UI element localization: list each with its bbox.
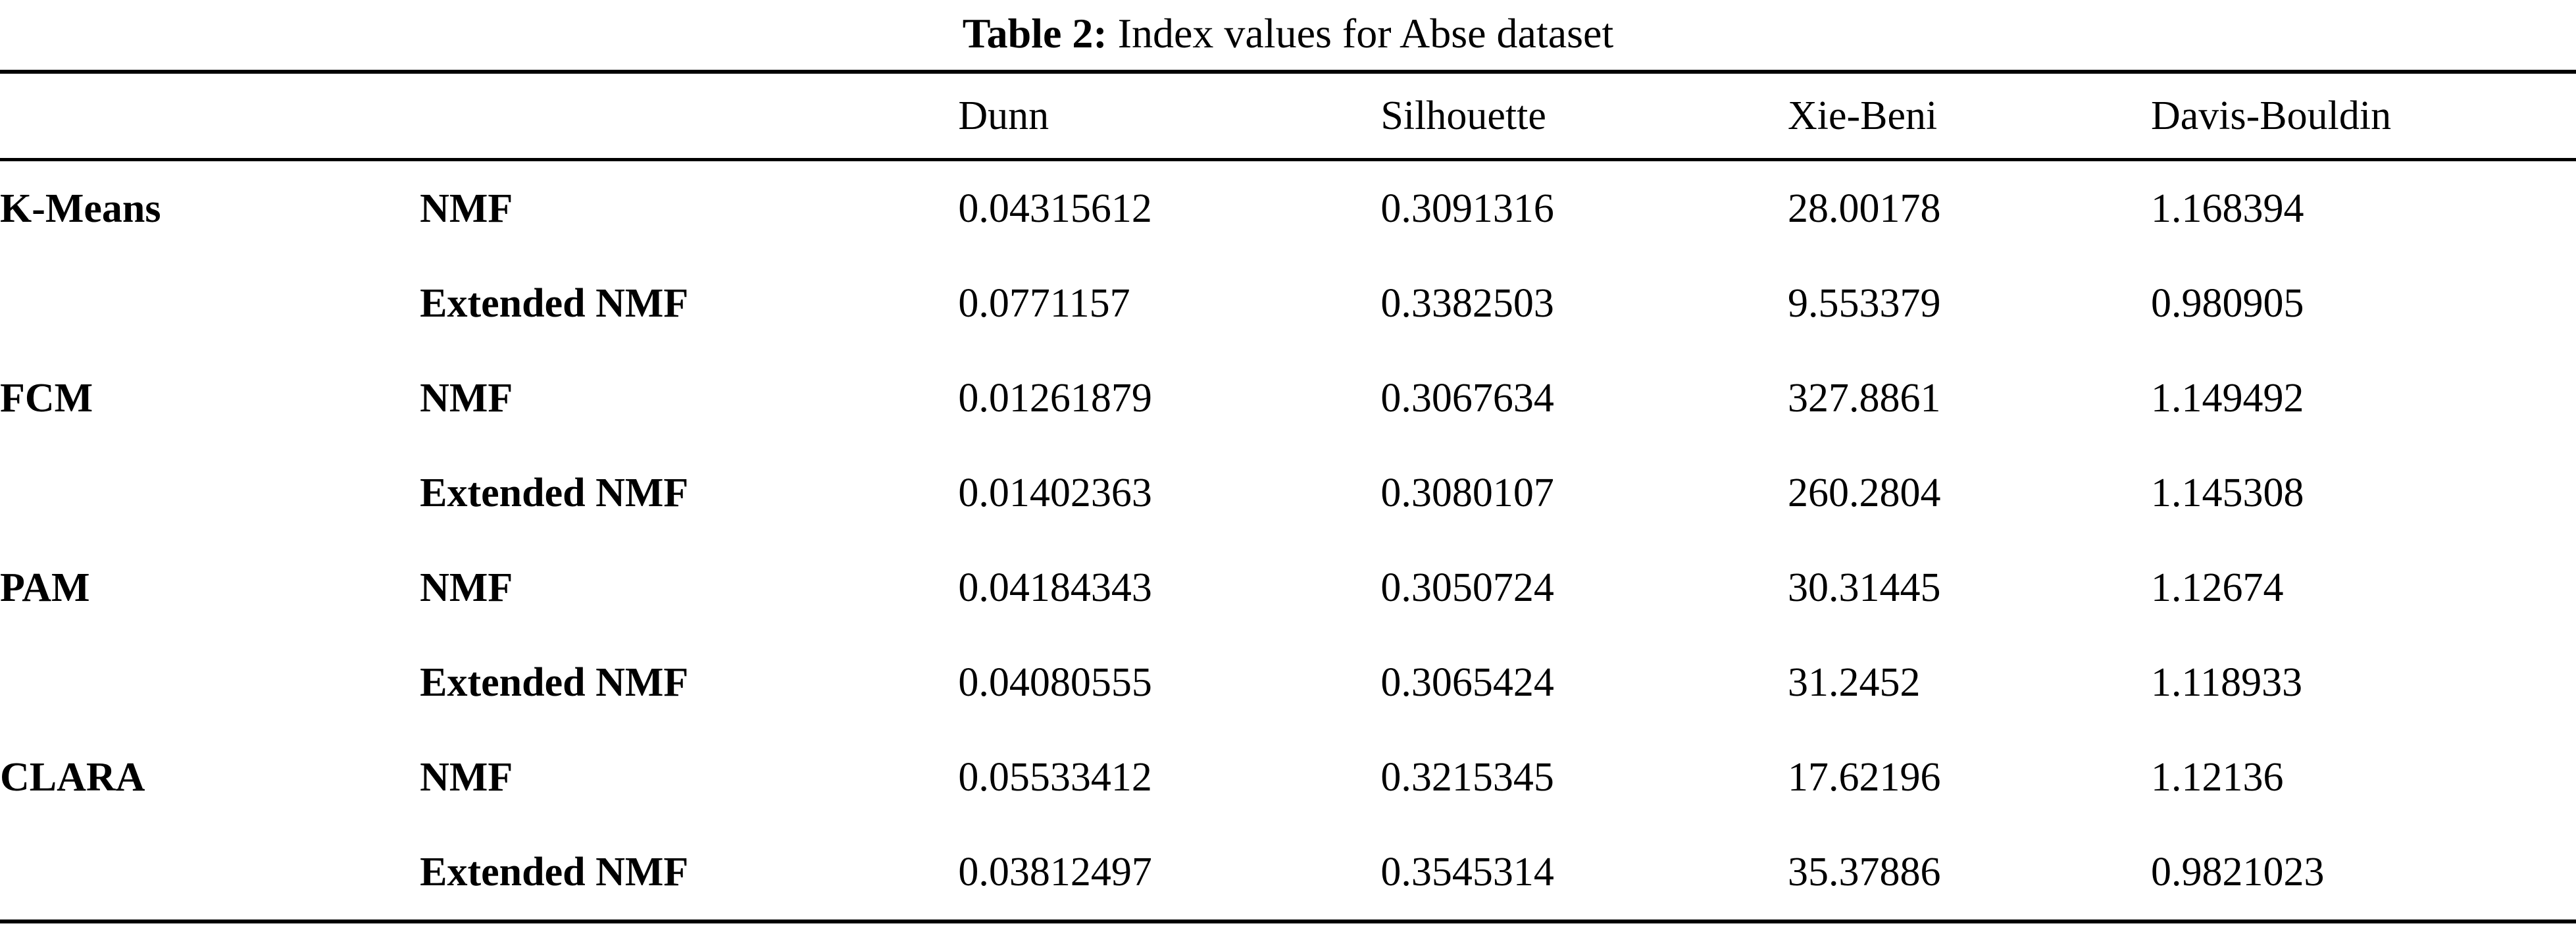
table-caption-text: Index values for Abse dataset [1107,10,1614,57]
cell-xie-beni: 9.553379 [1787,280,1941,326]
cell-silhouette: 0.3067634 [1380,375,1554,421]
table-row: CLARA NMF 0.05533412 0.3215345 17.62196 … [0,730,2576,825]
cell-dunn: 0.05533412 [958,754,1152,800]
cell-method: NMF [420,754,513,800]
cell-xie-beni: 35.37886 [1787,825,2151,923]
cell-group [0,446,420,540]
cell-xie-beni: 260.2804 [1787,470,1941,515]
table-header: Dunn Silhouette Xie-Beni Davis-Bouldin [0,70,2576,161]
cell-davis-bouldin: 1.145308 [2150,470,2304,515]
table-row: Extended NMF 0.04080555 0.3065424 31.245… [0,635,2576,730]
cell-group: K-Means [0,186,161,231]
cell-method: Extended NMF [420,280,689,326]
cell-group [0,635,420,730]
column-header-dunn: Dunn [958,70,1381,161]
table-row: FCM NMF 0.01261879 0.3067634 327.8861 1.… [0,351,2576,446]
header-empty-group [0,70,420,161]
cell-group [0,825,420,923]
header-row: Dunn Silhouette Xie-Beni Davis-Bouldin [0,70,2576,161]
cell-xie-beni: 17.62196 [1787,754,1941,800]
table-body: K-Means NMF 0.04315612 0.3091316 28.0017… [0,160,2576,923]
cell-dunn: 0.0771157 [958,280,1130,326]
cell-dunn: 0.04080555 [958,660,1152,705]
cell-xie-beni: 327.8861 [1787,375,1941,421]
cell-davis-bouldin: 1.12136 [2150,754,2284,800]
cell-dunn: 0.01261879 [958,375,1152,421]
cell-group: PAM [0,565,90,610]
cell-davis-bouldin: 1.168394 [2150,186,2304,231]
cell-method: NMF [420,186,513,231]
cell-davis-bouldin: 1.118933 [2150,660,2303,705]
cell-xie-beni: 28.00178 [1787,186,1941,231]
cell-silhouette: 0.3215345 [1380,754,1554,800]
cell-davis-bouldin: 1.12674 [2150,565,2284,610]
cell-method: Extended NMF [420,825,959,923]
cell-xie-beni: 30.31445 [1787,565,1941,610]
cell-davis-bouldin: 1.149492 [2150,375,2304,421]
table-caption-label: Table 2: [962,10,1107,57]
cell-xie-beni: 31.2452 [1787,660,1921,705]
cell-method: Extended NMF [420,470,689,515]
cell-silhouette: 0.3080107 [1380,470,1554,515]
cell-method: NMF [420,565,513,610]
column-header-silhouette: Silhouette [1380,70,1788,161]
header-empty-method [420,70,959,161]
cell-silhouette: 0.3545314 [1380,825,1788,923]
cell-group: FCM [0,375,93,421]
table-caption: Table 2: Index values for Abse dataset [0,0,2576,70]
cell-dunn: 0.04315612 [958,186,1152,231]
cell-silhouette: 0.3382503 [1380,280,1554,326]
cell-dunn: 0.04184343 [958,565,1152,610]
cell-davis-bouldin: 0.980905 [2150,280,2304,326]
cell-method: NMF [420,375,513,421]
index-values-table: Dunn Silhouette Xie-Beni Davis-Bouldin K… [0,70,2576,923]
cell-silhouette: 0.3065424 [1380,660,1554,705]
cell-group [0,256,420,351]
table-row: PAM NMF 0.04184343 0.3050724 30.31445 1.… [0,540,2576,635]
table-row: Extended NMF 0.0771157 0.3382503 9.55337… [0,256,2576,351]
cell-method: Extended NMF [420,660,689,705]
column-header-xie-beni: Xie-Beni [1787,70,2151,161]
cell-silhouette: 0.3091316 [1380,186,1554,231]
cell-group: CLARA [0,754,145,800]
table-row: Extended NMF 0.01402363 0.3080107 260.28… [0,446,2576,540]
cell-davis-bouldin: 0.9821023 [2150,825,2576,923]
table-row: Extended NMF 0.03812497 0.3545314 35.378… [0,825,2576,923]
cell-dunn: 0.01402363 [958,470,1152,515]
table-row: K-Means NMF 0.04315612 0.3091316 28.0017… [0,160,2576,257]
cell-dunn: 0.03812497 [958,825,1381,923]
cell-silhouette: 0.3050724 [1380,565,1554,610]
column-header-davis-bouldin: Davis-Bouldin [2150,70,2576,161]
